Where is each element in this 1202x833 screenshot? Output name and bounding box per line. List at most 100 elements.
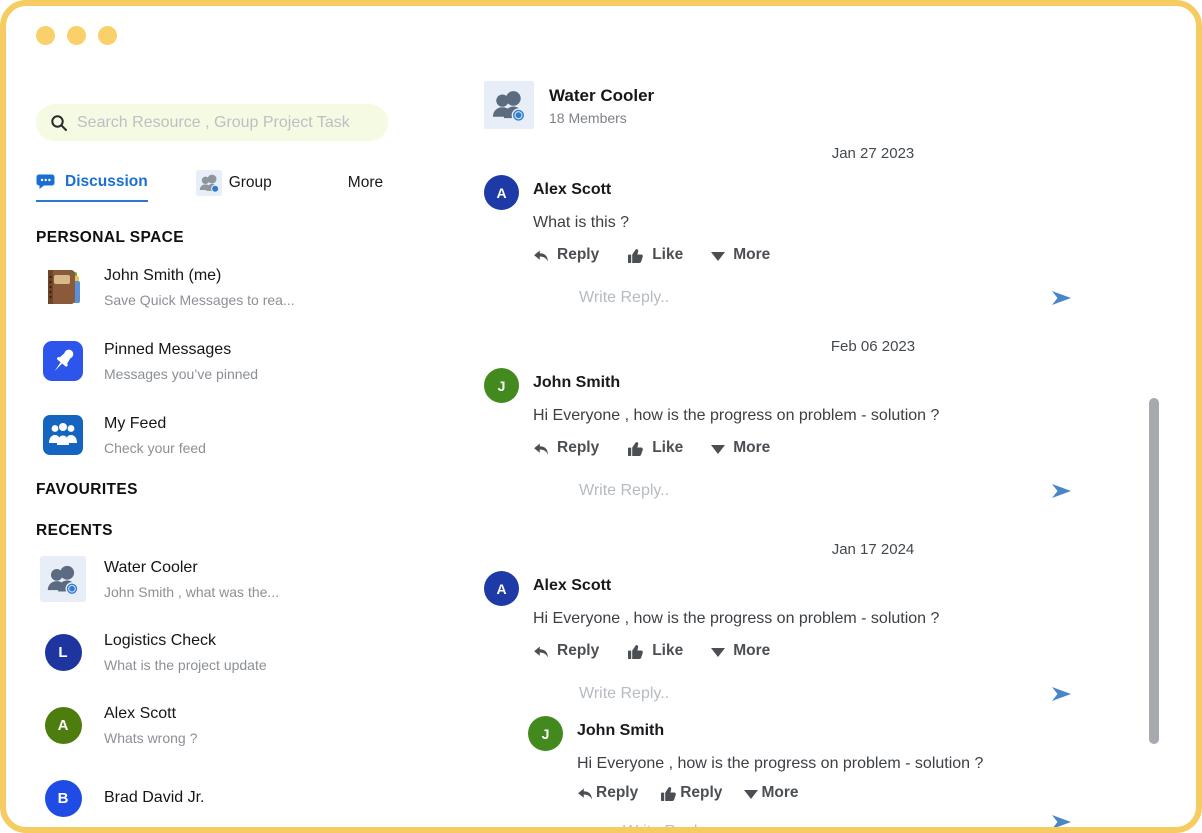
like-button[interactable]: Reply [660,784,722,802]
date-divider: Feb 06 2023 [830,338,916,355]
pushpin-icon [40,338,86,384]
window-dot-2[interactable] [67,26,86,45]
list-item-alex-scott[interactable]: A Alex Scott Whats wrong ? [36,700,416,750]
message: A Alex Scott What is this ? Reply Like [484,175,1072,309]
reply-button[interactable]: Reply [533,246,599,264]
send-icon[interactable] [1051,685,1072,703]
item-title: Alex Scott [104,704,177,722]
thumbs-up-icon [661,787,677,801]
item-subtitle: What is the project update [104,656,267,673]
list-item-my-feed[interactable]: My Feed Check your feed [36,410,416,460]
reply-icon [534,443,548,455]
tab-more[interactable]: More [348,174,383,200]
date-divider: Jan 27 2023 [831,145,915,162]
water-cooler-icon [40,556,86,602]
date-divider: Jan 17 2024 [831,541,915,558]
message: J John Smith Hi Everyone , how is the pr… [484,368,1072,502]
reply-icon [578,788,592,800]
chevron-down-icon [711,647,726,657]
message-author: John Smith [533,374,621,391]
avatar: A [484,175,519,210]
send-icon[interactable] [1051,813,1072,827]
search-icon [50,114,68,132]
reply-icon [534,646,548,658]
like-button[interactable]: Like [627,246,683,264]
list-item-pinned-messages[interactable]: Pinned Messages Messages you’ve pinned [36,336,416,386]
write-reply-input[interactable]: Write Reply.. [623,823,714,833]
list-item-water-cooler[interactable]: Water Cooler John Smith , what was the..… [36,554,416,604]
section-recents: RECENTS [36,522,113,539]
sidebar: Discussion Group More PERSONAL SPACE [36,6,446,827]
write-reply-input[interactable]: Write Reply.. [579,482,670,499]
notebook-icon [40,264,86,310]
search-input[interactable] [77,113,374,132]
window-controls [36,26,117,45]
chevron-down-icon [744,789,759,799]
like-button[interactable]: Like [627,439,683,457]
window-dot-3[interactable] [98,26,117,45]
message-nested-reply: J John Smith Hi Everyone , how is the pr… [528,716,1072,833]
more-button[interactable]: More [711,642,770,660]
personal-space-list: John Smith (me) Save Quick Messages to r… [36,262,416,484]
window-dot-1[interactable] [36,26,55,45]
tab-group-label: Group [228,174,272,191]
discussion-icon [36,173,58,192]
write-reply-input[interactable]: Write Reply.. [579,289,670,306]
message-author: Alex Scott [533,577,612,594]
reply-button[interactable]: Reply [577,784,638,802]
like-button[interactable]: Like [627,642,683,660]
send-icon[interactable] [1051,482,1072,500]
reply-button[interactable]: Reply [533,642,599,660]
reply-button[interactable]: Reply [533,439,599,457]
chevron-down-icon [711,444,726,454]
group-icon [195,170,222,196]
item-title: Brad David Jr. [104,789,205,806]
item-title: My Feed [104,414,167,432]
channel-icon [484,81,534,129]
message-text: Hi Everyone , how is the progress on pro… [533,610,940,627]
recents-list: Water Cooler John Smith , what was the..… [36,554,416,827]
tab-group[interactable]: Group [195,170,272,204]
thumbs-up-icon [628,442,644,456]
chevron-down-icon [711,251,726,261]
send-icon[interactable] [1051,289,1072,307]
item-subtitle: Whats wrong ? [104,729,198,746]
list-item-brad-david[interactable]: B Brad David Jr. [36,773,416,823]
scrollbar[interactable] [1149,398,1159,744]
avatar: A [484,571,519,606]
more-button[interactable]: More [744,784,798,802]
section-favourites: FAVOURITES [36,481,138,498]
item-subtitle: Check your feed [104,439,206,456]
channel-members: 18 Members [549,109,627,126]
list-item-logistics-check[interactable]: L Logistics Check What is the project up… [36,627,416,677]
item-title: Pinned Messages [104,340,232,358]
write-reply-input[interactable]: Write Reply.. [579,685,670,702]
item-subtitle: Save Quick Messages to rea... [104,291,295,308]
item-title: John Smith (me) [104,266,222,284]
avatar: J [484,368,519,403]
list-item-john-smith-me[interactable]: John Smith (me) Save Quick Messages to r… [36,262,416,312]
tab-more-label: More [347,174,384,191]
thumbs-up-icon [628,645,644,659]
avatar: L [40,629,86,675]
search-bar[interactable] [36,104,388,141]
item-subtitle: Messages you’ve pinned [104,365,259,382]
reply-icon [534,250,548,262]
chat-header[interactable]: Water Cooler 18 Members [484,80,1072,130]
avatar: A [40,702,86,748]
message-text: Hi Everyone , how is the progress on pro… [533,407,940,424]
section-personal-space: PERSONAL SPACE [36,229,184,246]
thumbs-up-icon [628,249,644,263]
tab-discussion[interactable]: Discussion [36,173,148,202]
tab-bar: Discussion Group More [36,170,388,204]
item-title: Water Cooler [104,558,198,576]
avatar: B [40,775,86,821]
channel-title: Water Cooler [549,85,655,105]
tab-discussion-label: Discussion [65,173,148,190]
avatar: J [528,716,563,751]
more-button[interactable]: More [711,246,770,264]
chat-panel: Water Cooler 18 Members Jan 27 2023 A Al… [484,80,1072,833]
more-button[interactable]: More [711,439,770,457]
message-text: What is this ? [533,214,630,231]
